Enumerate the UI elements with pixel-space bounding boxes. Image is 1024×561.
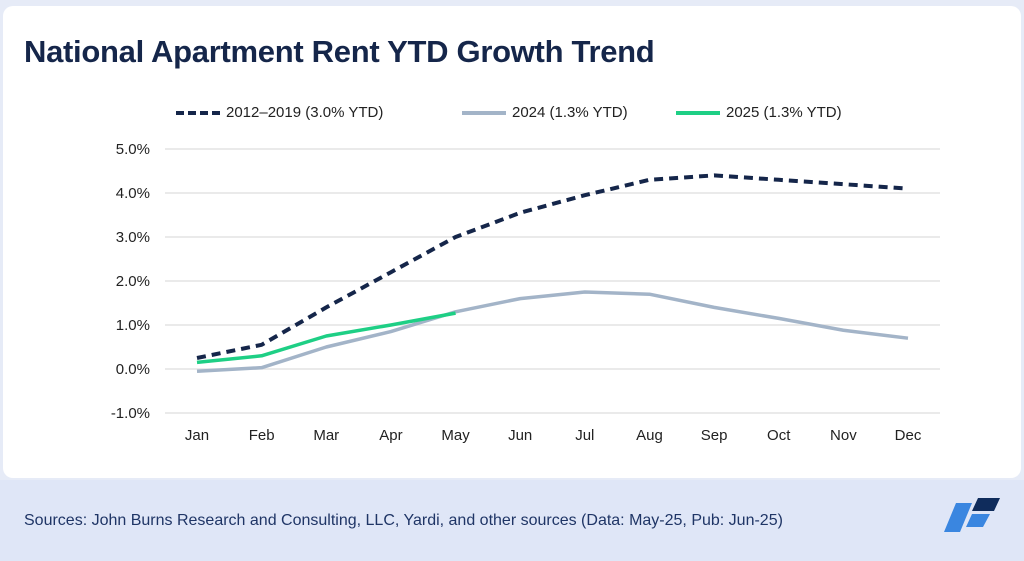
series-line-1 — [196, 290, 909, 373]
legend-label: 2025 (1.3% YTD) — [726, 104, 842, 121]
x-tick-label: Sep — [701, 427, 728, 444]
x-tick-label: Apr — [379, 427, 402, 444]
series-line-0 — [196, 173, 909, 360]
legend-item: 2012–2019 (3.0% YTD) — [176, 104, 383, 121]
y-tick-label: 5.0% — [116, 141, 150, 158]
footer — [0, 480, 1024, 561]
y-tick-label: 4.0% — [116, 185, 150, 202]
page-title: National Apartment Rent YTD Growth Trend — [24, 34, 655, 69]
x-tick-label: Mar — [313, 427, 339, 444]
x-tick-label: Aug — [636, 427, 663, 444]
x-tick-label: Nov — [830, 427, 857, 444]
legend-item: 2025 (1.3% YTD) — [676, 104, 842, 121]
x-tick-label: Jan — [185, 427, 209, 444]
x-tick-label: May — [441, 427, 470, 444]
chart-card — [3, 6, 1021, 478]
x-tick-label: Jul — [575, 427, 594, 444]
y-tick-label: -1.0% — [111, 405, 150, 422]
x-tick-label: Jun — [508, 427, 532, 444]
legend-swatch — [176, 110, 220, 115]
line-chart: -1.0% 0.0% 1.0% 2.0% 3.0% 4.0% 5.0% Jan Feb Mar Ap… — [111, 141, 940, 444]
y-tick-label: 3.0% — [116, 229, 150, 246]
legend-swatch — [462, 110, 506, 115]
y-tick-label: 2.0% — [116, 273, 150, 290]
y-tick-label: 1.0% — [116, 317, 150, 334]
x-tick-label: Feb — [249, 427, 275, 444]
legend-label: 2024 (1.3% YTD) — [512, 104, 628, 121]
source-note: Sources: John Burns Research and Consult… — [24, 512, 783, 529]
x-tick-label: Oct — [767, 427, 791, 444]
series-line-2 — [196, 311, 456, 365]
x-tick-label: Dec — [895, 427, 922, 444]
legend-swatch — [676, 110, 720, 115]
y-tick-label: 0.0% — [116, 361, 150, 378]
legend-label: 2012–2019 (3.0% YTD) — [226, 104, 384, 121]
legend-item: 2024 (1.3% YTD) — [462, 104, 628, 121]
